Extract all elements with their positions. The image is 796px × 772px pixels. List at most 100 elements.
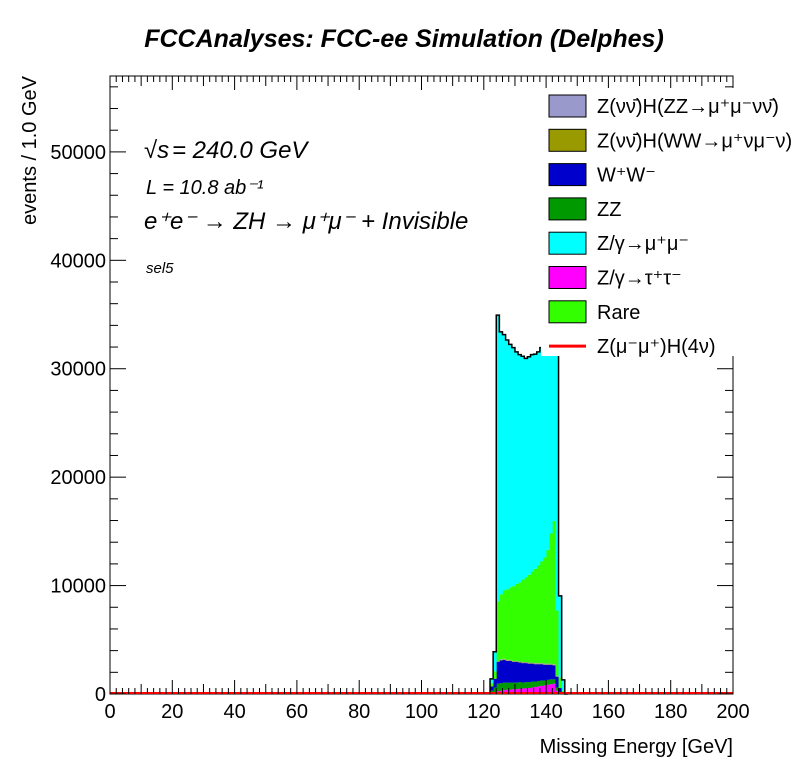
bin (511, 586, 516, 661)
bin (508, 689, 513, 694)
bin (536, 664, 541, 681)
x-tick-label: 20 (161, 701, 183, 723)
x-axis-label: Missing Energy [GeV] (540, 736, 733, 758)
bin (533, 664, 538, 682)
bin (499, 659, 503, 660)
bin (546, 337, 550, 550)
legend-label: Z/γ→μ⁺μ⁻ (597, 233, 689, 255)
bin (539, 347, 544, 562)
bin (508, 344, 513, 588)
legend: Z(νν̄)H(ZZ→μ⁺μ⁻νν̄) Z(νν̄)H(WW→μ⁺νμ⁻ν) W⁺W… (541, 88, 796, 358)
bin (533, 354, 538, 569)
bin (496, 660, 500, 662)
bin (536, 686, 541, 694)
y-axis-label: events / 1.0 GeV (19, 75, 41, 225)
bin (508, 660, 513, 683)
selection-label: sel5 (146, 260, 174, 277)
bin (558, 688, 563, 693)
bin (496, 662, 500, 684)
bin (527, 688, 531, 694)
bin (542, 344, 547, 558)
bin (505, 589, 510, 660)
x-tick-label: 180 (654, 701, 687, 723)
bin (546, 549, 550, 664)
bin (511, 347, 516, 587)
legend-swatch (548, 231, 587, 255)
bin (549, 684, 553, 694)
legend-entry-z-h-zz: Z(νν̄)H(ZZ→μ⁺μ⁻νν̄) (548, 94, 779, 118)
bin (511, 660, 516, 662)
bin (502, 659, 507, 683)
bin (521, 662, 525, 663)
bin (546, 679, 550, 685)
bin (524, 577, 528, 663)
x-tick-label: 100 (405, 701, 438, 723)
bin (496, 683, 500, 692)
bin (539, 663, 544, 664)
legend-swatch (548, 128, 587, 152)
bin (549, 315, 553, 534)
legend-swatch (548, 266, 587, 289)
series-6-z (490, 258, 566, 691)
x-tick-label: 60 (286, 701, 308, 723)
bin (505, 689, 510, 694)
legend-entry-z-h-ww: Z(νν̄)H(WW→μ⁺νμ⁻ν) (548, 128, 792, 152)
bin (539, 685, 544, 694)
bin (518, 682, 522, 689)
bin (508, 660, 513, 661)
bin (511, 682, 516, 690)
bin (493, 651, 497, 672)
bin (524, 688, 528, 694)
bin (549, 533, 553, 664)
bin (552, 664, 556, 665)
bin (518, 662, 522, 683)
bin (539, 680, 544, 686)
bin (499, 683, 503, 691)
bin (493, 678, 497, 688)
bin (558, 677, 563, 689)
bin (533, 663, 538, 665)
bin (561, 679, 566, 691)
bin (499, 331, 503, 595)
bin (493, 687, 497, 693)
bin (514, 661, 519, 663)
series-4-z-h-zz (496, 658, 559, 677)
bin (536, 351, 541, 566)
x-tick-label: 80 (348, 701, 370, 723)
bin (530, 681, 535, 688)
legend-entry-z: Z/γ→τ⁺τ⁻ (548, 266, 682, 290)
chart-title: FCCAnalyses: FCC-ee Simulation (Delphes) (144, 25, 664, 53)
bin (549, 663, 553, 665)
bin (508, 587, 513, 660)
bin (549, 664, 553, 665)
bin (514, 682, 519, 690)
y-tick-label: 0 (95, 684, 106, 706)
bin (542, 664, 547, 681)
bin (518, 662, 522, 663)
legend-label: Z/γ→τ⁺τ⁻ (597, 268, 682, 290)
x-tick-label: 200 (716, 701, 749, 723)
bin (530, 354, 535, 572)
bin (539, 663, 544, 665)
bin (518, 661, 522, 663)
bin (546, 663, 550, 665)
bin (508, 659, 513, 661)
bin (521, 682, 525, 689)
bin (514, 351, 519, 584)
bin (514, 662, 519, 683)
bin (514, 583, 519, 661)
series-1-zz (490, 679, 566, 694)
legend-label: Z(νν̄)H(WW→μ⁺νμ⁻ν) (597, 130, 792, 152)
bin (502, 590, 507, 659)
bin (502, 658, 507, 660)
bin (490, 678, 494, 684)
bin (552, 664, 556, 666)
bin (524, 662, 528, 664)
bin (555, 610, 559, 676)
bin (499, 660, 503, 684)
legend-swatch (548, 163, 587, 187)
axes: 0 20 40 60 80 100 120 140 160 180 200 0 10000 20000 30… (50, 76, 750, 723)
bin (533, 681, 538, 687)
lumi-label: L = 10.8 ab⁻¹ (146, 177, 264, 199)
bin (555, 687, 559, 691)
